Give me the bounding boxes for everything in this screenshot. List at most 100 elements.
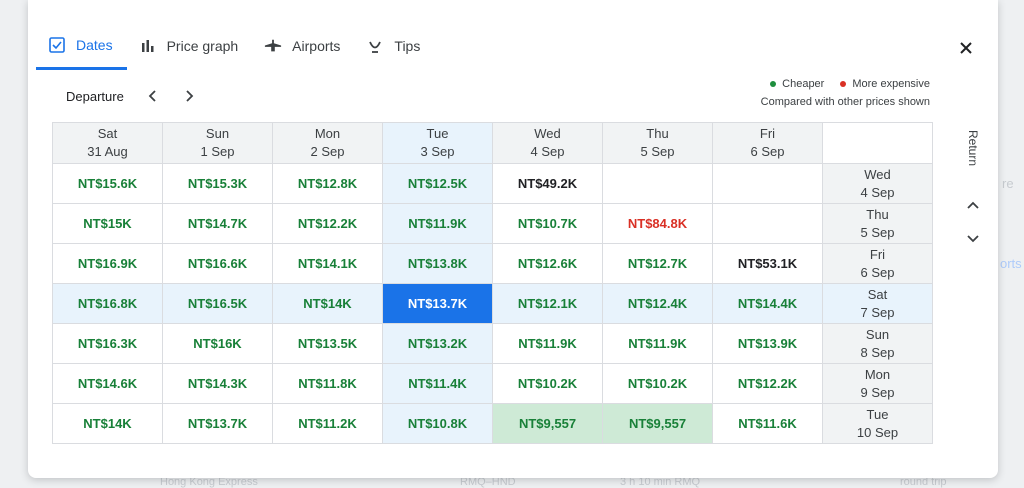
price-cell[interactable]: NT$12.4K: [602, 283, 713, 324]
price-cell[interactable]: NT$16.5K: [162, 283, 273, 324]
price-row: NT$14.6K NT$14.3K NT$11.8K NT$11.4K NT$10.2K…: [52, 363, 933, 404]
price-cell[interactable]: NT$9,557: [492, 403, 603, 444]
price-cell[interactable]: NT$13.5K: [272, 323, 383, 364]
tab-airports[interactable]: Airports: [252, 22, 354, 70]
price-cell[interactable]: NT$14.6K: [52, 363, 163, 404]
chevron-down-icon: [967, 235, 979, 243]
weekday-label: Fri: [869, 246, 886, 262]
departure-date-header[interactable]: Fri 6 Sep: [712, 122, 823, 164]
price-cell[interactable]: NT$10.2K: [602, 363, 713, 404]
return-date-header[interactable]: Tue 10 Sep: [822, 403, 933, 444]
price-cell[interactable]: NT$13.7K: [162, 403, 273, 444]
return-date-header[interactable]: Sun 8 Sep: [822, 323, 933, 364]
return-date-header[interactable]: Sat 7 Sep: [822, 283, 933, 324]
green-dot-icon: [770, 81, 777, 87]
departure-date-header[interactable]: Thu 5 Sep: [602, 122, 713, 164]
price-cell[interactable]: NT$13.9K: [712, 323, 823, 364]
price-cell[interactable]: NT$14K: [52, 403, 163, 444]
price-cell[interactable]: NT$16.6K: [162, 243, 273, 284]
return-date-header[interactable]: Wed 4 Sep: [822, 163, 933, 204]
price-cell[interactable]: NT$13.8K: [382, 243, 493, 284]
tab-price-graph[interactable]: Price graph: [127, 22, 253, 70]
price-cell[interactable]: NT$15K: [52, 203, 163, 244]
price-cell[interactable]: NT$84.8K: [602, 203, 713, 244]
price-cell[interactable]: NT$12.5K: [382, 163, 493, 204]
tab-label: Dates: [76, 36, 113, 53]
price-cell[interactable]: NT$11.4K: [382, 363, 493, 404]
price-cell[interactable]: NT$16.3K: [52, 323, 163, 364]
next-button[interactable]: [180, 84, 198, 108]
price-cell[interactable]: NT$49.2K: [492, 163, 603, 204]
price-row: NT$16.8K NT$16.5K NT$14K NT$13.7K NT$12.1K NT…: [52, 283, 933, 324]
price-cell[interactable]: NT$15.3K: [162, 163, 273, 204]
price-cell[interactable]: NT$53.1K: [712, 243, 823, 284]
departure-label: Departure: [66, 88, 124, 104]
close-button[interactable]: [954, 36, 978, 60]
price-cell[interactable]: NT$14K: [272, 283, 383, 324]
price-cell[interactable]: NT$12.2K: [272, 203, 383, 244]
date-label: 9 Sep: [860, 384, 895, 400]
date-label: 8 Sep: [860, 344, 895, 360]
price-cell[interactable]: NT$13.2K: [382, 323, 493, 364]
tab-tips[interactable]: Tips: [354, 22, 434, 70]
price-cell[interactable]: NT$11.9K: [492, 323, 603, 364]
legend-cheaper: Cheaper: [770, 78, 824, 90]
price-cell[interactable]: NT$16K: [162, 323, 273, 364]
price-cell[interactable]: NT$11.9K: [602, 323, 713, 364]
price-cell[interactable]: NT$12.6K: [492, 243, 603, 284]
price-cell[interactable]: NT$13.7K: [382, 283, 493, 324]
price-cell[interactable]: NT$12.8K: [272, 163, 383, 204]
date-label: 4 Sep: [860, 184, 895, 200]
price-row: NT$14K NT$13.7K NT$11.2K NT$10.8K NT$9,557 NT…: [52, 403, 933, 444]
price-cell[interactable]: NT$14.7K: [162, 203, 273, 244]
departure-date-header[interactable]: Wed 4 Sep: [492, 122, 603, 164]
tab-dates[interactable]: Dates: [36, 22, 127, 70]
price-cell[interactable]: NT$14.1K: [272, 243, 383, 284]
return-date-header[interactable]: Thu 5 Sep: [822, 203, 933, 244]
price-cell[interactable]: NT$16.9K: [52, 243, 163, 284]
lightbulb-icon: [366, 37, 384, 55]
departure-date-header[interactable]: Sat 31 Aug: [52, 122, 163, 164]
previous-button[interactable]: [144, 84, 162, 108]
legend-expensive-label: More expensive: [852, 78, 930, 90]
return-down-button[interactable]: [961, 227, 985, 251]
bar-chart-icon: [139, 37, 157, 55]
weekday-label: Wed: [864, 166, 891, 182]
return-up-button[interactable]: [961, 193, 985, 217]
return-date-header[interactable]: Mon 9 Sep: [822, 363, 933, 404]
weekday-label: Thu: [646, 126, 669, 141]
price-cell[interactable]: NT$12.7K: [602, 243, 713, 284]
empty-price-cell: [712, 203, 823, 244]
departure-date-header[interactable]: Tue 3 Sep: [382, 122, 493, 164]
weekday-label: Sat: [97, 126, 118, 141]
price-cell[interactable]: NT$11.6K: [712, 403, 823, 444]
chevron-up-icon: [967, 201, 979, 209]
weekday-label: Thu: [866, 206, 889, 222]
price-cell[interactable]: NT$10.8K: [382, 403, 493, 444]
price-row: NT$16.9K NT$16.6K NT$14.1K NT$13.8K NT$12.6K…: [52, 243, 933, 284]
price-cell[interactable]: NT$14.3K: [162, 363, 273, 404]
weekday-label: Tue: [866, 406, 889, 422]
price-cell[interactable]: NT$12.2K: [712, 363, 823, 404]
weekday-label: Sat: [867, 286, 888, 302]
price-grid: Sat 31 Aug Sun 1 Sep Mon 2 Sep Tue 3 Sep Wed 4 Se…: [52, 122, 933, 444]
return-date-header[interactable]: Fri 6 Sep: [822, 243, 933, 284]
price-cell[interactable]: NT$16.8K: [52, 283, 163, 324]
price-cell[interactable]: NT$11.8K: [272, 363, 383, 404]
price-cell[interactable]: NT$9,557: [602, 403, 713, 444]
legend-cheaper-label: Cheaper: [782, 78, 825, 90]
return-label: Return: [966, 130, 980, 167]
price-cell[interactable]: NT$15.6K: [52, 163, 163, 204]
price-cell[interactable]: NT$11.2K: [272, 403, 383, 444]
price-cell[interactable]: NT$12.1K: [492, 283, 603, 324]
date-label: 6 Sep: [750, 144, 785, 159]
departure-date-header[interactable]: Mon 2 Sep: [272, 122, 383, 164]
price-cell[interactable]: NT$11.9K: [382, 203, 493, 244]
price-cell[interactable]: NT$10.2K: [492, 363, 603, 404]
departure-date-header[interactable]: Sun 1 Sep: [162, 122, 273, 164]
price-cell[interactable]: NT$14.4K: [712, 283, 823, 324]
tab-bar: Dates Price graph Airports Tips: [36, 22, 434, 70]
return-nav: Return: [958, 130, 988, 261]
price-cell[interactable]: NT$10.7K: [492, 203, 603, 244]
date-grid-dialog: Dates Price graph Airports Tips Departur…: [28, 0, 998, 478]
